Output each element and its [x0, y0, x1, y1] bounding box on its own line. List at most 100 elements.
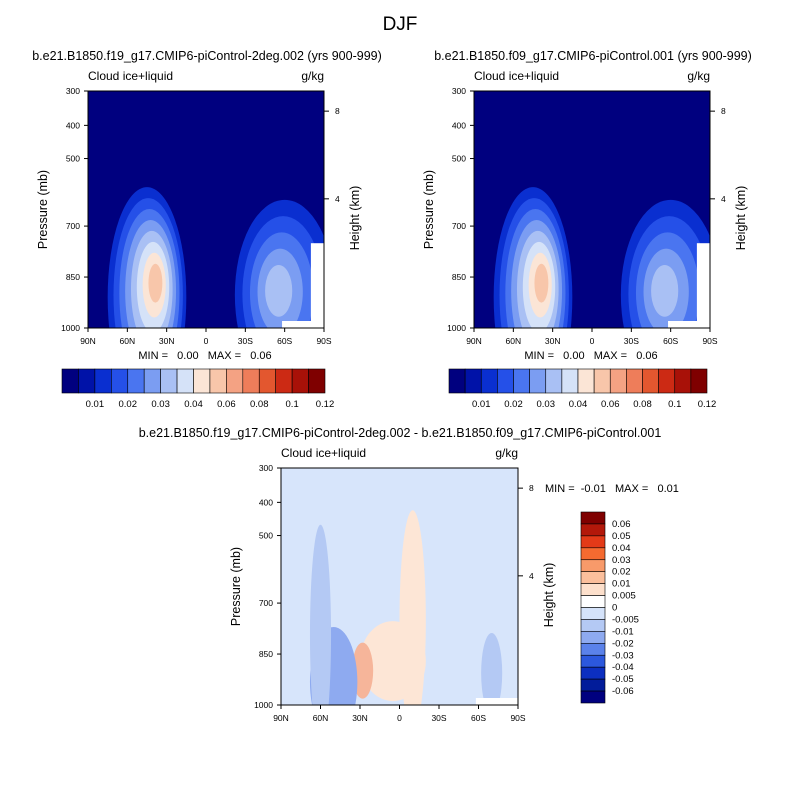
colorbar-swatch: [580, 559, 606, 572]
colorbar-label: -0.02: [612, 638, 634, 649]
colorbar-label: -0.04: [612, 662, 634, 673]
colorbar-swatch: [258, 368, 276, 394]
contour-field: [309, 510, 518, 705]
colorbar-swatch: [242, 368, 260, 394]
colorbar-label: 0.06: [217, 399, 236, 410]
colorbar-swatch: [580, 690, 606, 704]
colorbar-label: 0.12: [698, 399, 717, 410]
x-tick-label: 60S: [471, 713, 486, 723]
colorbar-label: -0.01: [612, 626, 634, 637]
colorbar-swatch: [308, 368, 326, 394]
colorbar: 0.01 0.02 0.03 0.04 0.06 0.08 0.1 0.12: [448, 368, 717, 410]
y2-axis-title: Height (km): [542, 563, 556, 628]
y2-tick-label: 8: [335, 106, 340, 116]
colorbar-swatch: [580, 511, 606, 525]
units-label: g/kg: [687, 69, 710, 83]
colorbar-label: 0.01: [612, 579, 631, 590]
missing-data-mask: [310, 243, 324, 328]
colorbar-swatch: [275, 368, 293, 394]
colorbar-label: 0.04: [569, 399, 588, 410]
colorbar-label: -0.06: [612, 686, 634, 697]
y-tick-label: 850: [66, 272, 80, 282]
x-tick-label: 90N: [80, 336, 96, 346]
colorbar-label: 0.06: [601, 399, 620, 410]
y2-axis-title: Height (km): [734, 186, 748, 251]
x-tick-label: 60N: [120, 336, 136, 346]
colorbar-swatch: [160, 368, 178, 394]
colorbar-swatch: [580, 666, 606, 680]
y-tick-label: 1000: [61, 323, 80, 333]
x-tick-label: 30S: [238, 336, 253, 346]
colorbar-swatch: [448, 368, 466, 394]
variable-label: Cloud ice+liquid: [88, 69, 173, 83]
contour-region: [360, 621, 426, 702]
y2-tick-label: 4: [721, 194, 726, 204]
x-tick-label: 90S: [510, 713, 525, 723]
y2-tick-label: 4: [335, 194, 340, 204]
colorbar-swatch: [94, 368, 112, 394]
x-tick-label: 30N: [545, 336, 561, 346]
colorbar-swatch: [580, 678, 606, 692]
panel-title: b.e21.B1850.f19_g17.CMIP6-piControl-2deg…: [139, 426, 662, 440]
y2-tick-label: 8: [721, 106, 726, 116]
colorbar-swatch: [626, 368, 643, 394]
colorbar-label: 0.1: [668, 399, 681, 410]
colorbar-swatch: [127, 368, 145, 394]
x-tick-label: 0: [397, 713, 402, 723]
colorbar-label: 0.06: [612, 519, 631, 530]
variable-label: Cloud ice+liquid: [474, 69, 559, 83]
y-tick-label: 700: [66, 221, 80, 231]
min-max-label: MIN = 0.00 MAX = 0.06: [138, 350, 271, 362]
y-tick-label: 850: [452, 272, 466, 282]
colorbar-label: -0.05: [612, 674, 634, 685]
colorbar-swatch: [580, 535, 606, 549]
x-tick-label: 60N: [506, 336, 522, 346]
y-axis-title: Pressure (mb): [422, 170, 436, 249]
colorbar-label: 0.03: [612, 555, 631, 566]
colorbar-swatch: [529, 368, 547, 394]
contour-region: [265, 264, 293, 317]
colorbar-label: 0.08: [250, 399, 269, 410]
colorbar-label: 0.03: [537, 399, 556, 410]
x-tick-label: 90S: [316, 336, 331, 346]
colorbar-swatch: [61, 368, 79, 394]
y2-tick-label: 4: [529, 571, 534, 581]
colorbar-swatch: [580, 547, 606, 561]
colorbar-swatch: [580, 523, 606, 537]
colorbar-swatch: [497, 368, 514, 394]
chart-panel-2: b.e21.B1850.f09_g17.CMIP6-piControl.001 …: [422, 49, 752, 410]
y-tick-label: 700: [259, 598, 273, 608]
figure-title: DJF: [383, 14, 418, 35]
colorbar-swatch: [209, 368, 227, 394]
colorbar-swatch: [580, 654, 606, 668]
panel-title: b.e21.B1850.f09_g17.CMIP6-piControl.001 …: [434, 49, 752, 63]
colorbar-label: -0.005: [612, 614, 639, 625]
x-tick-label: 30N: [159, 336, 175, 346]
colorbar-swatch: [580, 643, 606, 656]
colorbar-label: 0.02: [504, 399, 523, 410]
colorbar-label: 0.04: [612, 543, 631, 554]
units-label: g/kg: [301, 69, 324, 83]
colorbar: 0.01 0.02 0.03 0.04 0.06 0.08 0.1 0.12: [61, 368, 334, 410]
y-tick-label: 400: [66, 120, 80, 130]
colorbar-label: 0.01: [86, 399, 105, 410]
contour-region: [148, 263, 163, 303]
colorbar-swatch: [193, 368, 211, 394]
colorbar-swatch: [580, 631, 606, 644]
y-tick-label: 500: [259, 531, 273, 541]
contour-region: [309, 524, 332, 705]
y-tick-label: 700: [452, 221, 466, 231]
x-tick-label: 30N: [352, 713, 368, 723]
colorbar-swatch: [593, 368, 611, 394]
colorbar-swatch: [580, 571, 606, 584]
colorbar-label: 0.02: [119, 399, 138, 410]
colorbar-swatch: [580, 619, 606, 632]
topography-mask: [475, 698, 518, 705]
y-axis-title: Pressure (mb): [229, 547, 243, 626]
y-tick-label: 1000: [447, 323, 466, 333]
colorbar-swatch: [226, 368, 244, 394]
contour-region: [481, 633, 503, 705]
colorbar-swatch: [580, 583, 606, 596]
y-tick-label: 500: [452, 154, 466, 164]
